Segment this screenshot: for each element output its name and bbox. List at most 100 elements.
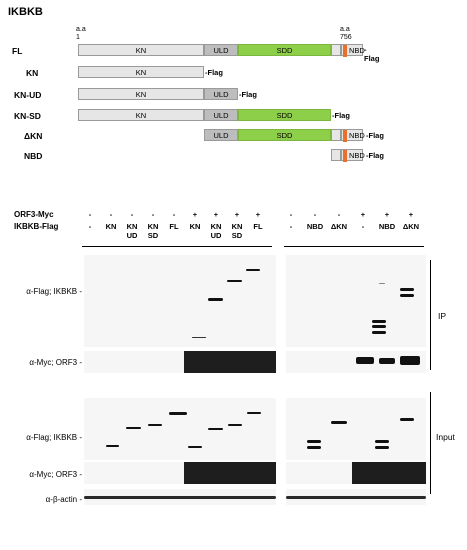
blot-input-myc-right [286, 462, 426, 484]
header-rule-left [82, 246, 272, 247]
ikbkb-right-lane-3: ΔKN [330, 222, 348, 231]
ikbkb-right-lane-4: - [361, 222, 365, 231]
band [372, 331, 386, 334]
orf3-right-lane-3: - [337, 210, 341, 219]
aa-start-prefix: a.a [76, 26, 86, 33]
band [400, 356, 420, 365]
construct-kn-sd: KN ULD SDD -Flag [78, 109, 368, 121]
orf3-lane-7: + [213, 210, 219, 219]
band [400, 294, 414, 297]
band [356, 357, 374, 364]
input-bracket [430, 392, 431, 494]
aa-end-value: 756 [340, 34, 352, 41]
construct-label-nbd: NBD [24, 151, 43, 161]
domain-kn: KN [78, 44, 204, 56]
domain-linker [331, 149, 341, 161]
ikbkb-lane-7: KN UD [210, 222, 222, 240]
orf3-lane-5: - [172, 210, 176, 219]
ikbkb-right-lane-2: NBD [306, 222, 324, 231]
nbd-marker [343, 150, 347, 162]
band [208, 428, 223, 430]
aa-start-marker: a.a 1 [76, 26, 86, 42]
band [379, 283, 385, 284]
domain-nbd-label: NBD [349, 45, 365, 55]
flag-tag: -Flag [364, 45, 380, 63]
blot-ip-flag-left [84, 255, 276, 347]
flag-tag: -Flag [205, 68, 223, 77]
band [106, 445, 119, 447]
ikbkb-lane-6: KN [189, 222, 201, 231]
band [126, 427, 141, 429]
flag-tag: -Flag [239, 90, 257, 99]
domain-kn: KN [78, 109, 204, 121]
band [307, 440, 321, 443]
myc-signal [184, 351, 276, 373]
ikbkb-row-label: IKBKB-Flag [14, 222, 59, 231]
domain-uld: ULD [204, 44, 238, 56]
band [192, 337, 206, 338]
orf3-lane-9: + [255, 210, 261, 219]
domain-nbd-label: NBD [349, 130, 365, 140]
orf3-lane-1: - [88, 210, 92, 219]
aa-start-value: 1 [76, 34, 80, 41]
band [331, 421, 347, 424]
band [400, 418, 414, 421]
ip-bracket [430, 260, 431, 370]
header-rule-right [284, 246, 424, 247]
orf3-lane-2: - [109, 210, 113, 219]
nbd-marker [343, 130, 347, 142]
ip-section-label: IP [438, 311, 447, 321]
orf3-right-lane-5: + [384, 210, 390, 219]
domain-uld: ULD [204, 109, 238, 121]
ikbkb-right-lane-6: ΔKN [402, 222, 420, 231]
domain-linker [331, 129, 341, 141]
band [246, 269, 260, 271]
ikbkb-lane-4: KN SD [147, 222, 159, 240]
construct-label-delta-kn: ΔKN [24, 131, 43, 141]
flag-tag: -Flag [366, 151, 384, 160]
orf3-right-lane-2: - [313, 210, 317, 219]
domain-sdd: SDD [238, 109, 331, 121]
blot-actin-right [286, 489, 426, 505]
blot-ip-myc-left [84, 351, 276, 373]
band [247, 412, 261, 414]
construct-fl: KN ULD SDD NBD -Flag [78, 44, 379, 63]
ikbkb-lane-3: KN UD [126, 222, 138, 240]
domain-sdd: SDD [238, 129, 331, 141]
blot-actin-left [84, 489, 276, 505]
construct-label-fl: FL [12, 46, 23, 56]
ikbkb-lane-1: - [88, 222, 92, 231]
band [208, 298, 223, 301]
ikbkb-right-lane-1: - [289, 222, 293, 231]
construct-kn-ud: KN ULD -Flag [78, 88, 278, 100]
orf3-right-lane-1: - [289, 210, 293, 219]
domain-nbd: NBD [341, 149, 365, 162]
domain-kn: KN [78, 66, 204, 78]
actin-band [84, 496, 276, 499]
myc-signal [184, 462, 276, 484]
band [227, 280, 242, 282]
domain-nbd: NBD [341, 44, 365, 57]
construct-label-kn: KN [26, 68, 39, 78]
band [400, 288, 414, 291]
band [148, 424, 162, 426]
band [372, 325, 386, 328]
orf3-right-lane-6: + [408, 210, 414, 219]
orf3-row-label: ORF3-Myc [14, 210, 54, 219]
blot-ip-myc-right [286, 351, 426, 373]
orf3-lane-3: - [130, 210, 134, 219]
domain-uld: ULD [204, 88, 238, 100]
band [228, 424, 242, 426]
ikbkb-right-lane-5: NBD [378, 222, 396, 231]
label-ip-myc: α-Myc; ORF3 - [29, 358, 82, 367]
domain-kn: KN [78, 88, 204, 100]
input-section-label: Input [436, 432, 455, 442]
ikbkb-lane-5: FL [169, 222, 179, 231]
domain-nbd: NBD [341, 129, 365, 142]
construct-label-kn-sd: KN-SD [14, 111, 41, 121]
orf3-lane-6: + [192, 210, 198, 219]
myc-signal [352, 462, 426, 484]
actin-band [286, 496, 426, 499]
orf3-right-lane-4: + [360, 210, 366, 219]
label-actin: α-β-actin - [45, 495, 82, 504]
